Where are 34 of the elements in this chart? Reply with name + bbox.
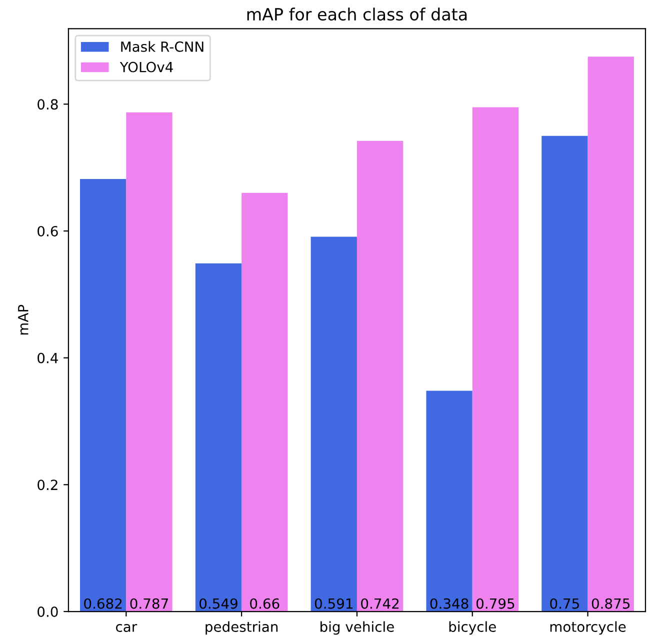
chart-title: mAP for each class of data	[247, 8, 467, 21]
bar	[310, 236, 357, 612]
data-label: 0.549	[200, 598, 238, 609]
bar	[426, 390, 472, 612]
data-label: 0.75	[550, 598, 579, 609]
bar	[588, 56, 634, 612]
legend-label: Mask R-CNN	[121, 41, 204, 52]
bar	[80, 178, 126, 612]
data-label: 0.66	[250, 598, 280, 609]
y-tick-label: 0.8	[38, 99, 58, 110]
bar	[195, 263, 242, 612]
bar	[472, 107, 519, 612]
data-label: 0.591	[314, 598, 352, 609]
bar	[356, 140, 404, 612]
x-tick-label: motorcycle	[550, 621, 626, 635]
bar	[126, 112, 172, 612]
legend-label: YOLOv4	[120, 62, 173, 72]
data-label: 0.348	[430, 598, 468, 609]
data-label: 0.682	[84, 598, 122, 609]
y-axis-title: mAP	[18, 304, 28, 335]
y-tick-label: 0.4	[38, 352, 58, 364]
x-tick-label: bicycle	[449, 621, 496, 635]
data-label: 0.742	[361, 598, 399, 609]
y-tick-label: 0.0	[38, 606, 58, 617]
data-label: 0.795	[476, 598, 514, 609]
y-tick-label: 0.6	[38, 226, 58, 236]
data-label: 0.787	[130, 598, 168, 609]
bar	[242, 192, 288, 612]
y-tick-label: 0.2	[38, 480, 58, 490]
x-tick-label: car	[116, 624, 138, 632]
x-tick-label: pedestrian	[206, 621, 278, 635]
bar	[542, 136, 588, 612]
x-tick-label: big vehicle	[320, 621, 394, 635]
data-label: 0.875	[592, 598, 630, 609]
